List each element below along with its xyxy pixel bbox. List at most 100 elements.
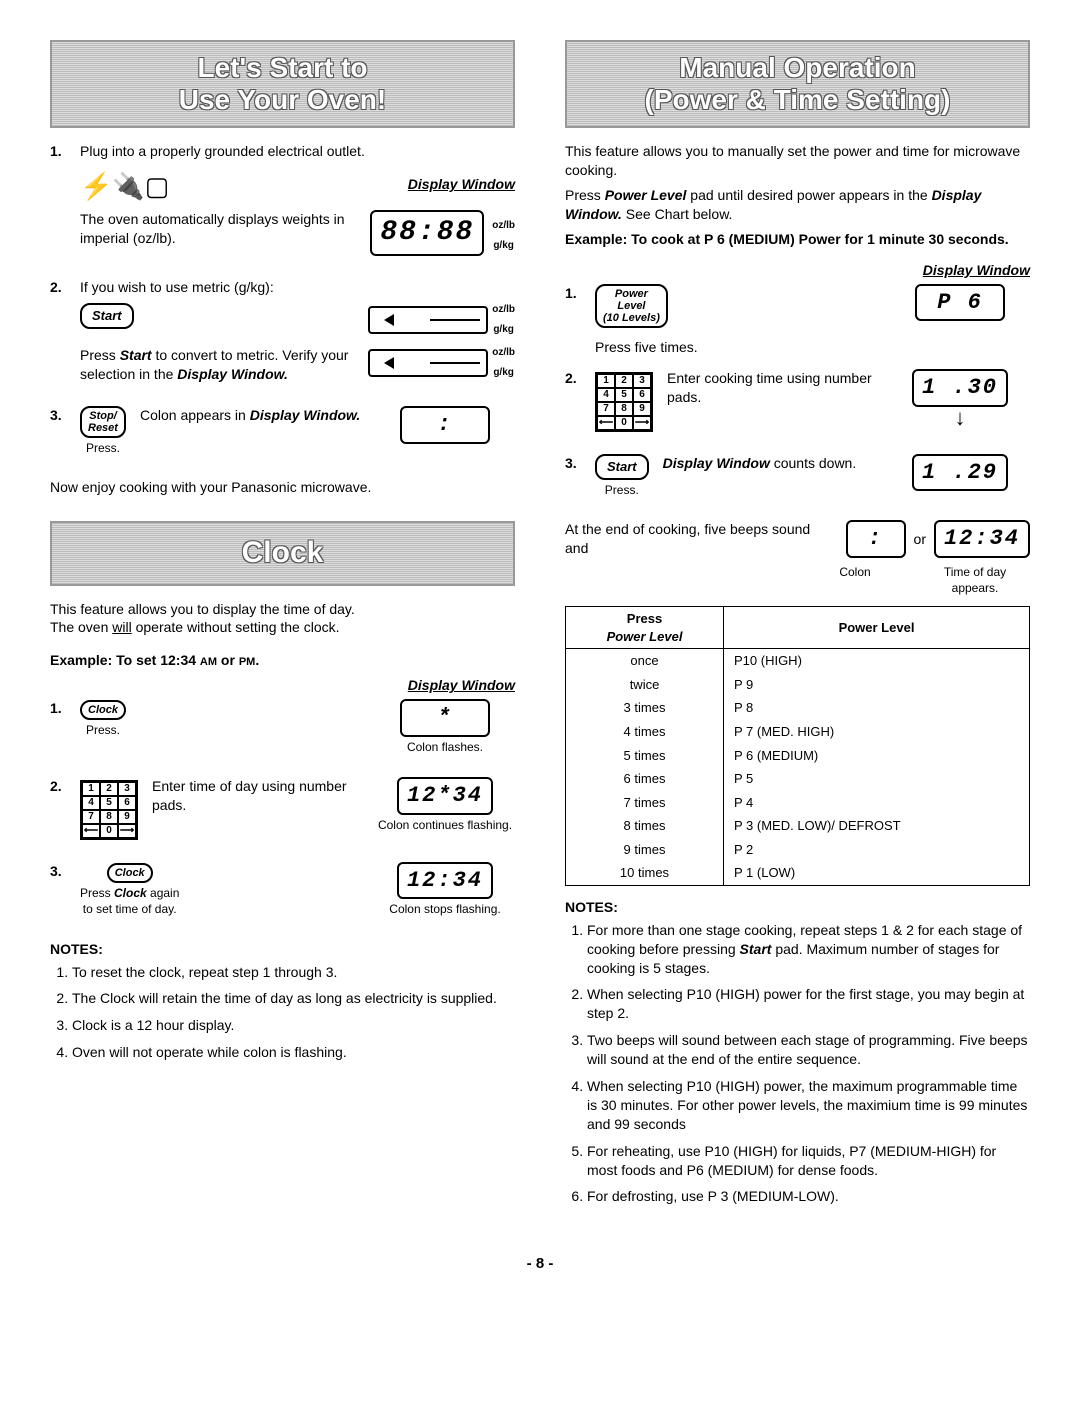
step-number: 3. <box>50 406 68 466</box>
imperial-note: The oven automatically displays weights … <box>80 210 356 248</box>
table-row: onceP10 (HIGH) <box>566 649 1030 673</box>
display-1234-flash: 12*34 <box>397 777 493 815</box>
note-item: Two beeps will sound between each stage … <box>587 1031 1030 1069</box>
note-item: For reheating, use P10 (HIGH) for liquid… <box>587 1142 1030 1180</box>
note-item: Oven will not operate while colon is fla… <box>72 1043 515 1062</box>
display-window-label: Display Window <box>408 175 515 194</box>
start-button[interactable]: Start <box>595 454 649 480</box>
power-level-button[interactable]: Power Level (10 Levels) <box>595 284 668 328</box>
metric-note: Press Start to convert to metric. Verify… <box>80 346 354 384</box>
right-column: Manual Operation (Power & Time Setting) … <box>565 40 1030 1214</box>
colon-stops: Colon stops flashing. <box>375 901 515 917</box>
clock-button[interactable]: Clock <box>80 700 126 720</box>
table-row: 10 timesP 1 (LOW) <box>566 861 1030 885</box>
unit-ozlb: oz/lb <box>492 219 515 233</box>
unit-gkg: g/kg <box>492 239 515 253</box>
colon-cap: Colon <box>820 564 890 580</box>
step-number: 2. <box>50 777 68 850</box>
clock-notes: To reset the clock, repeat step 1 throug… <box>50 963 515 1063</box>
note-item: When selecting P10 (HIGH) power, the max… <box>587 1077 1030 1134</box>
unit-gkg: g/kg <box>492 366 515 380</box>
clock-example: Example: To set 12:34 AM or PM. <box>50 651 515 670</box>
start-button[interactable]: Start <box>80 303 134 329</box>
clock-button[interactable]: Clock <box>107 863 153 883</box>
table-row: twiceP 9 <box>566 673 1030 697</box>
timeofday-cap: Time of day appears. <box>920 564 1030 596</box>
number-keypad[interactable]: 123456789⟵0⟶ <box>595 372 653 432</box>
clock-step3-text: Press Clock againto set time of day. <box>80 885 179 917</box>
display-colon: : <box>400 406 490 444</box>
down-arrow-icon: ↓ <box>890 409 1030 427</box>
or-label: or <box>914 530 926 549</box>
display-window-label: Display Window <box>50 676 515 695</box>
table-row: 5 timesP 6 (MEDIUM) <box>566 744 1030 768</box>
display-129: 1 .29 <box>912 454 1008 492</box>
table-row: 9 timesP 2 <box>566 838 1030 862</box>
notes-heading: NOTES: <box>50 940 515 959</box>
manual-notes: For more than one stage cooking, repeat … <box>565 921 1030 1207</box>
selector-box-top <box>368 306 488 334</box>
start-steps: 1. Plug into a properly grounded electri… <box>50 142 515 466</box>
table-header-press: PressPower Level <box>566 607 724 649</box>
note-item: When selecting P10 (HIGH) power for the … <box>587 985 1030 1023</box>
end-cooking-text: At the end of cooking, five beeps sound … <box>565 520 832 558</box>
display-1234: 12:34 <box>397 862 493 900</box>
table-header-level: Power Level <box>724 607 1030 649</box>
table-row: 8 timesP 3 (MED. LOW)/ DEFROST <box>566 814 1030 838</box>
step3-text: Colon appears in Display Window. <box>140 406 361 425</box>
unit-ozlb: oz/lb <box>492 303 515 317</box>
left-column: Let's Start to Use Your Oven! 1. Plug in… <box>50 40 515 1214</box>
press-label: Press. <box>595 482 649 498</box>
power-level-table: PressPower Level Power Level onceP10 (HI… <box>565 606 1030 886</box>
press-five: Press five times. <box>595 338 1030 357</box>
step1-text: Plug into a properly grounded electrical… <box>80 142 515 161</box>
display-colon-flash: * <box>400 699 490 737</box>
manual-example: Example: To cook at P 6 (MEDIUM) Power f… <box>565 230 1030 249</box>
clock-intro1: This feature allows you to display the t… <box>50 600 515 619</box>
step-number: 2. <box>565 369 583 442</box>
selector-box-bottom <box>368 349 488 377</box>
note-item: Clock is a 12 hour display. <box>72 1016 515 1035</box>
unit-ozlb: oz/lb <box>492 346 515 360</box>
banner-start: Let's Start to Use Your Oven! <box>50 40 515 128</box>
press-label: Press. <box>80 722 126 738</box>
note-item: The Clock will retain the time of day as… <box>72 989 515 1008</box>
unit-gkg: g/kg <box>492 323 515 337</box>
display-end-colon: : <box>846 520 906 558</box>
notes-heading: NOTES: <box>565 898 1030 917</box>
press-label: Press. <box>80 440 126 456</box>
page-columns: Let's Start to Use Your Oven! 1. Plug in… <box>50 40 1030 1214</box>
step2-text: If you wish to use metric (g/kg): <box>80 278 515 297</box>
note-item: To reset the clock, repeat step 1 throug… <box>72 963 515 982</box>
press-power-text: Press Power Level pad until desired powe… <box>565 186 1030 224</box>
step-number: 1. <box>50 142 68 266</box>
step-number: 1. <box>50 699 68 765</box>
table-row: 4 timesP 7 (MED. HIGH) <box>566 720 1030 744</box>
display-130: 1 .30 <box>912 369 1008 407</box>
display-p6: P 6 <box>915 284 1005 322</box>
step-number: 3. <box>565 454 583 508</box>
colon-continues: Colon continues flashing. <box>375 817 515 833</box>
manual-step2-text: Enter cooking time using number pads. <box>667 369 876 407</box>
table-row: 7 timesP 4 <box>566 791 1030 815</box>
manual-step3-text: Display Window counts down. <box>663 454 876 473</box>
clock-step2-text: Enter time of day using number pads. <box>152 777 361 815</box>
stop-reset-button[interactable]: Stop/ Reset <box>80 406 126 438</box>
table-row: 3 timesP 8 <box>566 696 1030 720</box>
note-item: For defrosting, use P 3 (MEDIUM-LOW). <box>587 1187 1030 1206</box>
banner-clock: Clock <box>50 521 515 586</box>
plug-icon: ⚡🔌▢ <box>80 169 169 204</box>
clock-intro2: The oven will operate without setting th… <box>50 618 515 637</box>
colon-flashes: Colon flashes. <box>375 739 515 755</box>
banner-manual: Manual Operation (Power & Time Setting) <box>565 40 1030 128</box>
number-keypad[interactable]: 123456789⟵0⟶ <box>80 780 138 840</box>
display-window-label: Display Window <box>565 261 1030 280</box>
table-row: 6 timesP 5 <box>566 767 1030 791</box>
display-end-time: 12:34 <box>934 520 1030 558</box>
enjoy-text: Now enjoy cooking with your Panasonic mi… <box>50 478 515 497</box>
page-number: - 8 - <box>50 1254 1030 1274</box>
clock-steps: 1. Clock Press. * Colon flashes. 2. <box>50 699 515 928</box>
step-number: 3. <box>50 862 68 928</box>
table-body: onceP10 (HIGH) twiceP 9 3 timesP 8 4 tim… <box>566 649 1030 885</box>
note-item: For more than one stage cooking, repeat … <box>587 921 1030 978</box>
